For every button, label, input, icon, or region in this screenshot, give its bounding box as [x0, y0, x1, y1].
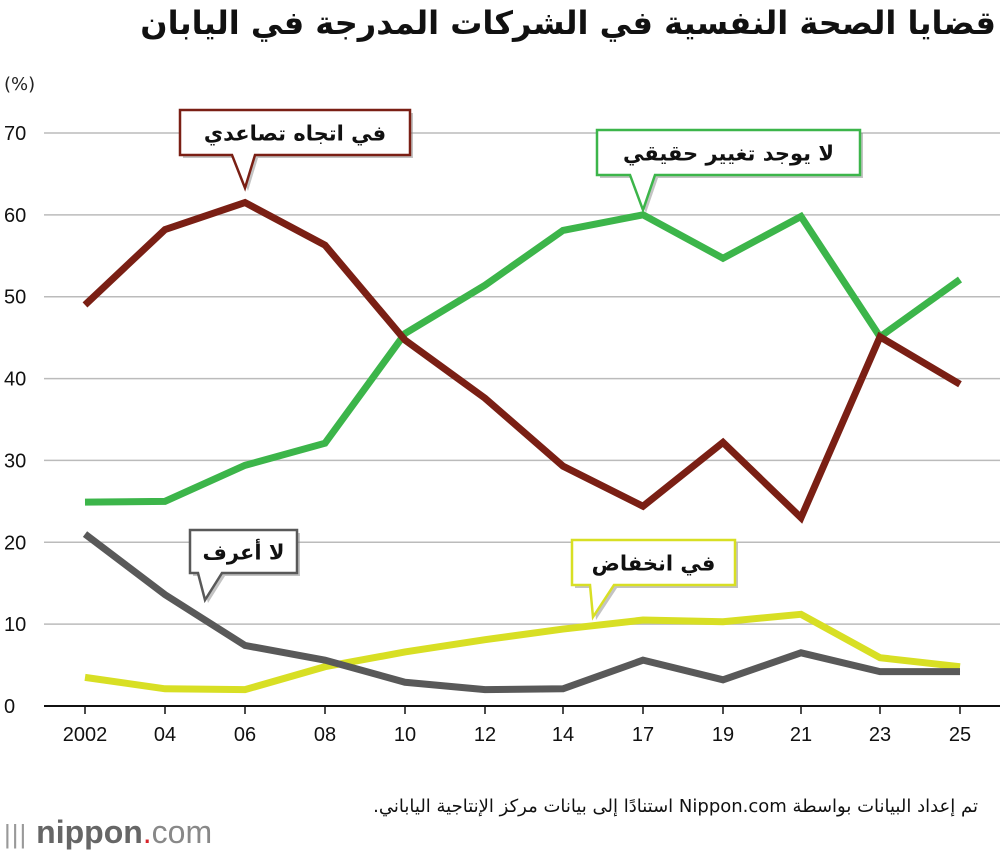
callout-box [188, 528, 299, 604]
y-tick-label: 30 [4, 450, 26, 472]
x-tick-label: 25 [949, 724, 971, 746]
series-line [82, 531, 960, 694]
series-line [84, 610, 961, 694]
callout-label: في انخفاض [592, 552, 716, 576]
y-tick-label: 70 [4, 123, 26, 145]
x-tick-label: 17 [632, 724, 654, 746]
nippon-logo: ||| nippon.com [4, 814, 212, 851]
x-tick-label: 2002 [63, 724, 108, 746]
series-line [84, 211, 963, 506]
y-tick-label: 60 [4, 205, 26, 227]
source-note: تم إعداد البيانات بواسطة Nippon.com استن… [373, 796, 978, 817]
x-tick-label: 12 [474, 724, 496, 746]
callout-label: لا يوجد تغيير حقيقي [623, 142, 834, 166]
chart-title: قضايا الصحة النفسية في الشركات المدرجة ف… [140, 4, 996, 42]
x-tick-label: 23 [869, 724, 891, 746]
logo-name: nippon [36, 814, 143, 850]
x-tick-label: 10 [394, 724, 416, 746]
y-tick-label: 20 [4, 532, 26, 554]
y-axis-unit: (%) [4, 74, 36, 95]
x-tick-label: 19 [712, 724, 734, 746]
callout-box [595, 128, 862, 214]
y-tick-label: 0 [4, 696, 15, 718]
x-tick-label: 08 [314, 724, 336, 746]
logo-dot: . [142, 814, 152, 850]
y-tick-label: 10 [4, 614, 26, 636]
y-tick-label: 40 [4, 369, 26, 391]
callout-label: في اتجاه تصاعدي [204, 122, 386, 147]
callout-box [570, 538, 737, 621]
logo-bars-icon: ||| [4, 819, 28, 849]
y-tick-label: 50 [4, 287, 26, 309]
series-line [82, 198, 962, 524]
x-tick-label: 04 [154, 724, 176, 746]
x-tick-label: 06 [234, 724, 256, 746]
x-tick-label: 21 [790, 724, 812, 746]
x-tick-label: 14 [552, 724, 574, 746]
callout-box [178, 108, 412, 192]
callout-label: لا أعرف [203, 538, 285, 565]
logo-suffix: com [151, 814, 213, 850]
